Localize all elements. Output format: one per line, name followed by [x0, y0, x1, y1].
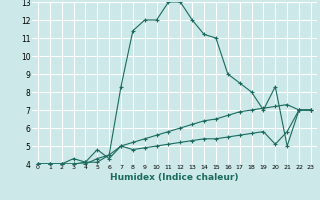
X-axis label: Humidex (Indice chaleur): Humidex (Indice chaleur) [110, 173, 239, 182]
